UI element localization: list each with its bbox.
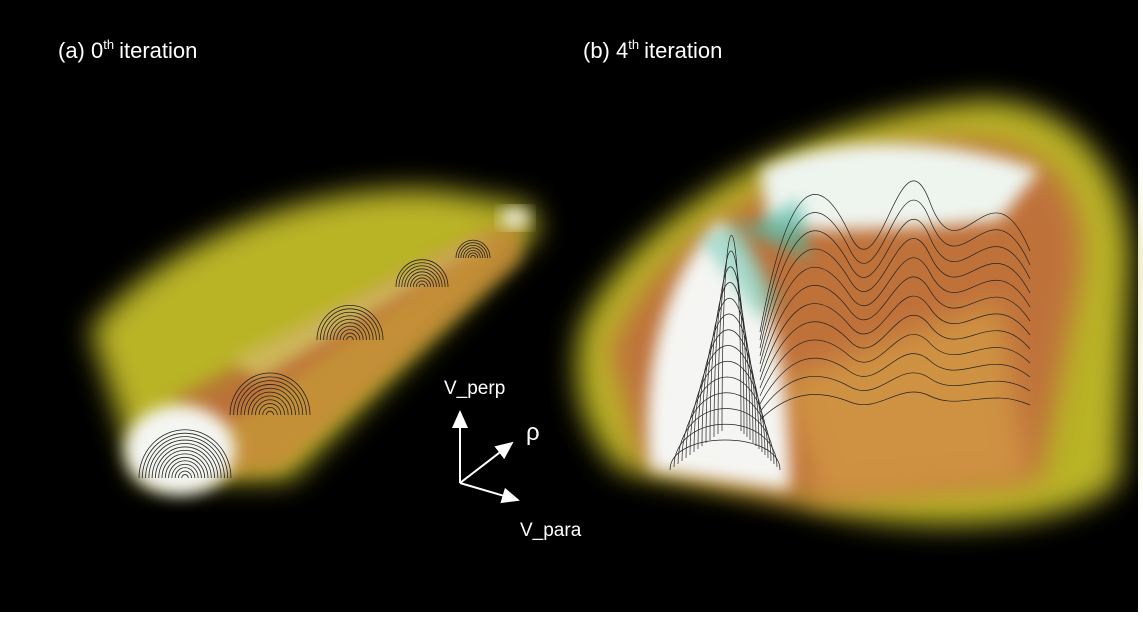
contour-line	[262, 407, 278, 416]
contour-line	[148, 439, 222, 479]
contour-line	[401, 265, 443, 288]
contour-line	[460, 244, 486, 259]
contour-line	[759, 276, 1031, 373]
contour-line	[458, 242, 488, 259]
contour-line	[258, 403, 282, 416]
contour-line	[693, 345, 763, 453]
contour-line	[412, 277, 432, 288]
contour-line	[339, 329, 361, 341]
contour-line	[410, 274, 434, 288]
contour-line	[346, 336, 354, 341]
contour-line	[326, 315, 374, 341]
contours-b	[669, 180, 1031, 471]
contour-line	[244, 387, 296, 416]
axis-arrow	[459, 482, 520, 504]
volume-a	[90, 189, 540, 495]
axis-label: V_para	[520, 520, 582, 541]
contour-line	[265, 410, 275, 416]
title-superscript: th	[628, 37, 639, 52]
contour-line	[336, 325, 364, 341]
contour-line	[697, 329, 760, 450]
contour-line	[323, 311, 377, 341]
contour-line	[141, 432, 229, 479]
contour-line	[236, 380, 304, 416]
contour-line	[255, 399, 285, 416]
contour-line	[759, 372, 1031, 413]
contour-line	[705, 298, 754, 444]
contours	[138, 239, 491, 479]
contour-line	[398, 262, 446, 288]
contour-line	[229, 372, 311, 416]
contour-line	[415, 280, 429, 288]
contour-line	[164, 457, 206, 479]
contour-line	[333, 322, 367, 341]
contour-line	[689, 361, 766, 456]
title-prefix: (a) 0	[58, 38, 103, 63]
contour-line	[713, 266, 748, 438]
contour-line	[174, 467, 196, 479]
title-prefix: (b) 4	[583, 38, 628, 63]
contour-line	[158, 450, 212, 479]
contour-line	[181, 474, 189, 479]
panel-a-title: (a) 0th iteration	[58, 37, 197, 63]
axis-label: ρ	[526, 419, 540, 446]
volume-b	[576, 100, 1130, 525]
contour-line	[319, 308, 381, 341]
title-suffix: iteration	[119, 38, 197, 63]
contour-line	[759, 314, 1031, 389]
contour-line	[462, 247, 484, 259]
contour-line	[685, 376, 769, 459]
contour-line	[418, 283, 426, 288]
contour-line	[407, 271, 437, 288]
contour-line	[677, 408, 775, 465]
axes-glyph: V_perp ρ V_para	[444, 378, 582, 541]
contour-line	[138, 429, 232, 479]
contour-line	[470, 255, 476, 259]
contour-line	[395, 259, 449, 288]
contour-line	[151, 443, 219, 479]
contour-line	[759, 257, 1031, 365]
title-superscript: th	[103, 37, 114, 52]
contour-line	[455, 239, 491, 259]
panel-b-title: (b) 4th iteration	[583, 37, 722, 63]
contour-line	[709, 282, 751, 441]
contour-line	[178, 470, 192, 479]
contour-line	[404, 268, 440, 288]
contour-line	[171, 463, 199, 479]
contour-line	[145, 436, 225, 479]
title-suffix: iteration	[644, 38, 722, 63]
contour-line	[759, 199, 1031, 341]
contour-line	[467, 252, 479, 259]
contour-line	[717, 250, 745, 435]
contour-line	[240, 384, 300, 416]
contour-line	[251, 395, 289, 416]
contour-line	[759, 391, 1031, 421]
contour-line	[759, 219, 1031, 349]
contour-line	[759, 295, 1031, 381]
contour-line	[168, 460, 202, 479]
contour-line	[721, 234, 742, 432]
contour-line	[701, 313, 757, 447]
contour-line	[681, 392, 772, 462]
contour-line	[759, 353, 1031, 405]
contour-line	[316, 305, 384, 341]
contour-line	[247, 391, 293, 416]
contour-line	[329, 318, 371, 341]
contour-line	[161, 453, 209, 479]
contour-line	[759, 180, 1031, 333]
contour-line	[465, 250, 481, 259]
axis-label: V_perp	[444, 378, 505, 399]
contour-line	[759, 238, 1031, 357]
contour-line	[233, 376, 307, 416]
contour-line	[343, 332, 357, 341]
contour-line	[155, 446, 215, 479]
contour-line	[759, 334, 1031, 397]
axis-arrow	[459, 441, 514, 484]
